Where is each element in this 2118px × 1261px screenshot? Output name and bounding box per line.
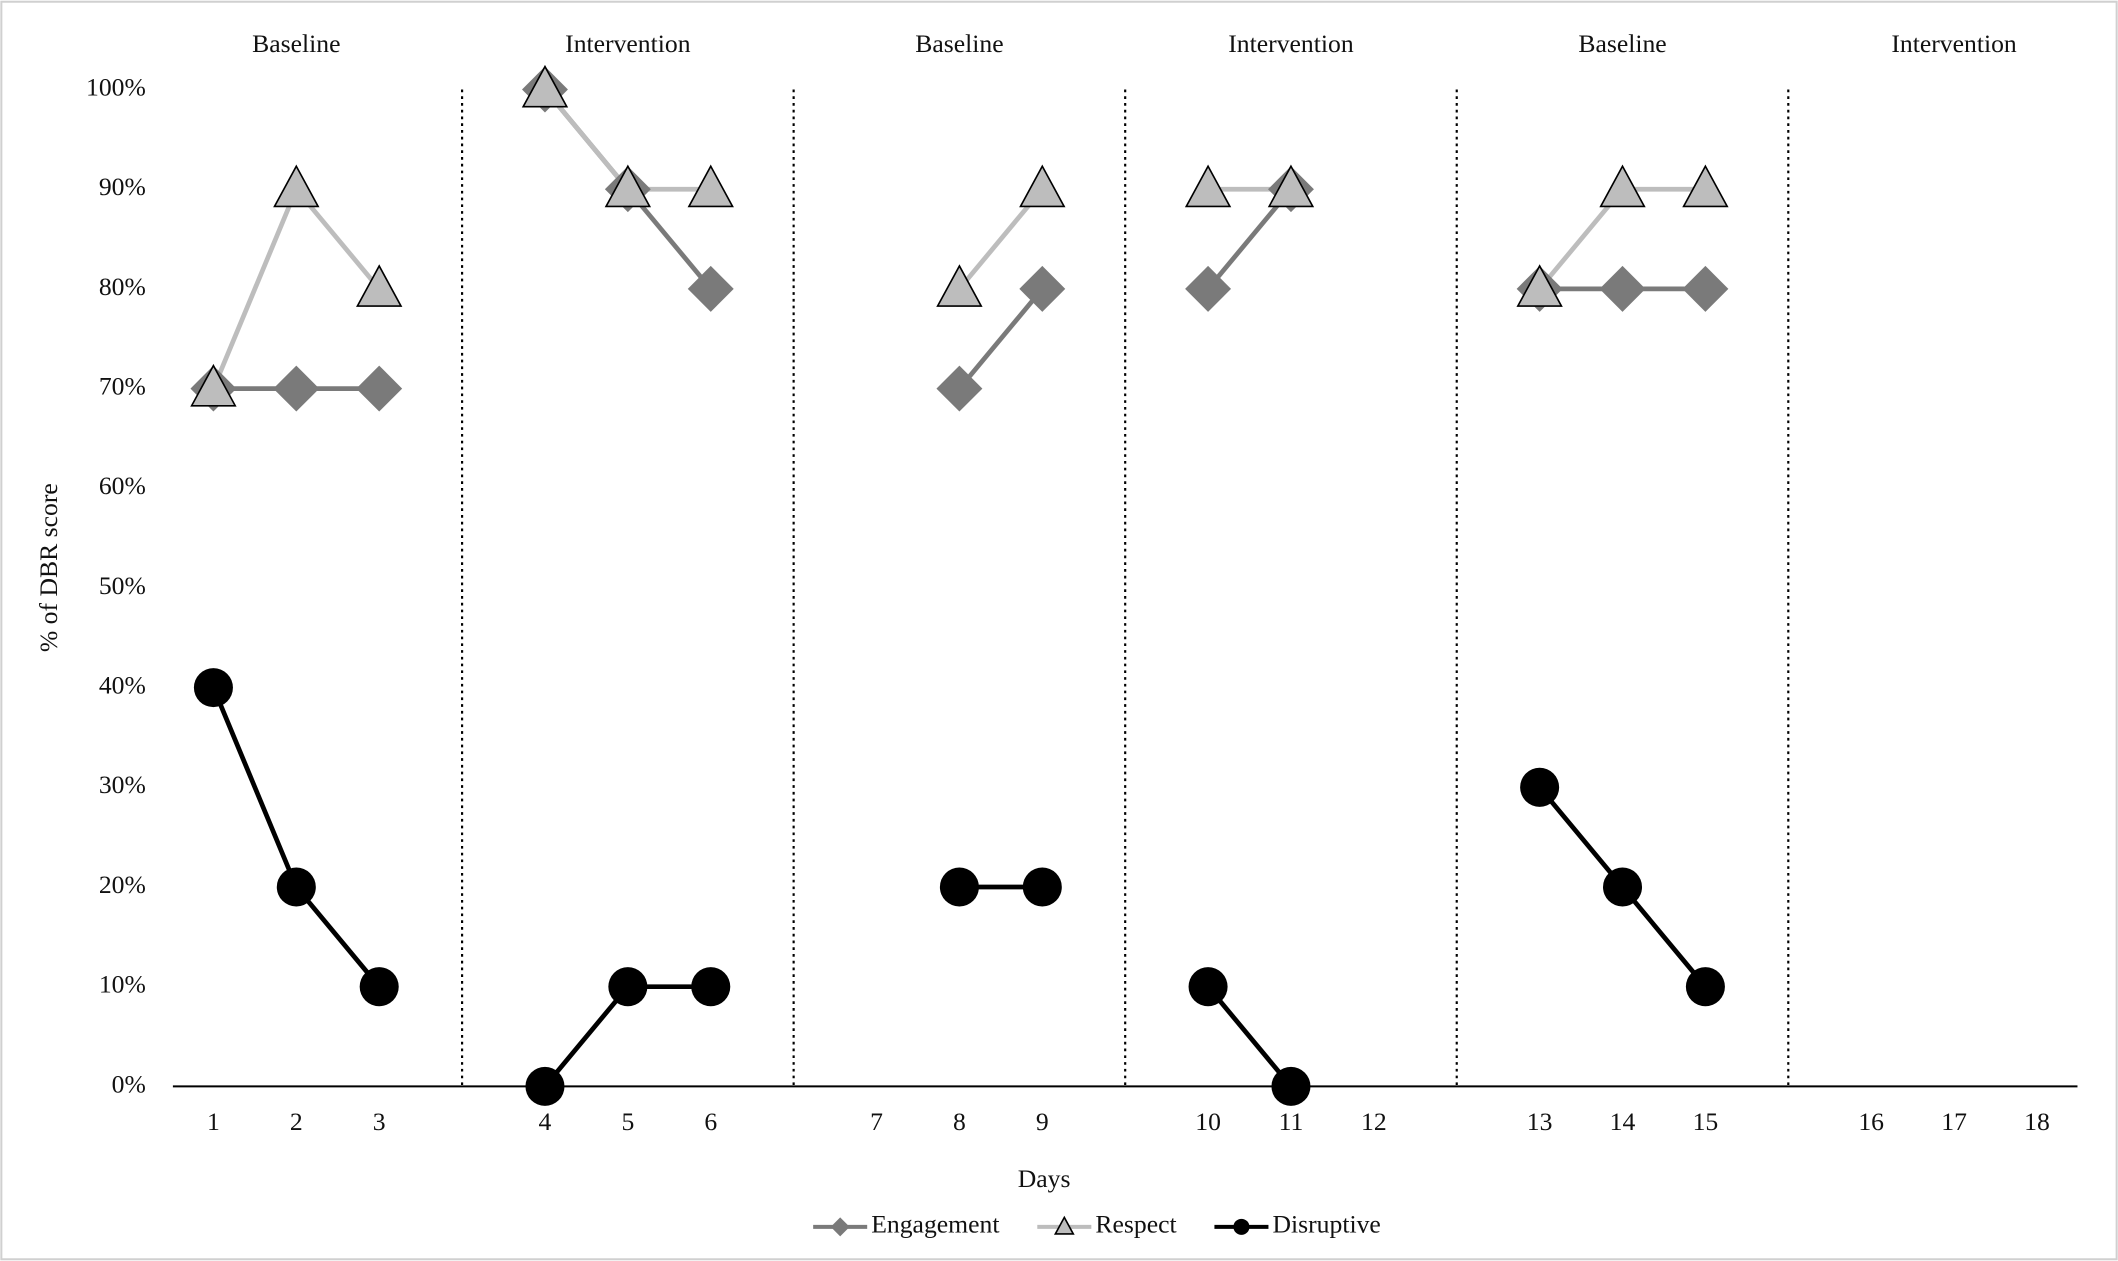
marker bbox=[1022, 867, 1062, 907]
y-tick-label: 20% bbox=[99, 870, 146, 899]
marker bbox=[190, 363, 237, 407]
marker bbox=[1185, 265, 1232, 312]
y-tick-label: 60% bbox=[99, 471, 146, 500]
phase-label: Baseline bbox=[252, 29, 340, 58]
y-tick-label: 90% bbox=[99, 172, 146, 201]
marker bbox=[939, 867, 979, 907]
marker bbox=[273, 365, 320, 412]
marker bbox=[1019, 265, 1066, 312]
marker bbox=[1271, 1066, 1311, 1106]
marker bbox=[687, 164, 734, 208]
y-tick-label: 50% bbox=[99, 571, 146, 600]
marker bbox=[193, 668, 233, 708]
y-tick-label: 40% bbox=[99, 671, 146, 700]
x-tick-label: 9 bbox=[1036, 1107, 1049, 1136]
legend-marker bbox=[830, 1217, 850, 1237]
x-tick-label: 16 bbox=[1858, 1107, 1884, 1136]
marker bbox=[936, 264, 983, 307]
marker bbox=[1685, 967, 1725, 1007]
marker bbox=[521, 64, 569, 108]
y-tick-label: 70% bbox=[99, 371, 146, 400]
x-tick-label: 4 bbox=[539, 1107, 552, 1136]
marker bbox=[1188, 967, 1228, 1007]
y-tick-label: 10% bbox=[99, 970, 146, 999]
x-tick-label: 18 bbox=[2024, 1107, 2050, 1136]
x-tick-label: 2 bbox=[290, 1107, 303, 1136]
marker bbox=[1599, 164, 1646, 208]
series-line bbox=[1206, 985, 1293, 1088]
series-line bbox=[957, 287, 1045, 391]
x-tick-label: 8 bbox=[953, 1107, 966, 1136]
phase-label: Intervention bbox=[1228, 29, 1354, 58]
x-tick-label: 1 bbox=[207, 1107, 220, 1136]
legend-label: Respect bbox=[1095, 1210, 1176, 1239]
marker bbox=[604, 164, 652, 208]
marker bbox=[525, 1066, 565, 1106]
marker bbox=[273, 164, 320, 208]
marker bbox=[691, 967, 731, 1007]
marker bbox=[1184, 164, 1232, 208]
marker bbox=[1019, 164, 1066, 208]
phase-label: Baseline bbox=[1578, 29, 1666, 58]
marker bbox=[687, 265, 734, 312]
legend-label: Engagement bbox=[871, 1210, 999, 1239]
phase-label: Baseline bbox=[915, 29, 1003, 58]
phase-label: Intervention bbox=[1891, 29, 2017, 58]
marker bbox=[1516, 264, 1563, 307]
marker bbox=[1602, 867, 1643, 907]
y-axis-label: % of DBR score bbox=[34, 483, 63, 652]
marker bbox=[1682, 164, 1729, 208]
marker bbox=[1599, 265, 1646, 312]
x-tick-label: 13 bbox=[1527, 1107, 1553, 1136]
x-tick-label: 12 bbox=[1361, 1107, 1387, 1136]
x-axis-label: Days bbox=[1018, 1164, 1071, 1193]
x-tick-label: 17 bbox=[1941, 1107, 1967, 1136]
marker bbox=[1520, 767, 1560, 807]
marker bbox=[1682, 265, 1729, 312]
y-tick-label: 100% bbox=[86, 72, 146, 101]
x-tick-label: 6 bbox=[704, 1107, 717, 1136]
marker bbox=[1267, 164, 1315, 208]
x-tick-label: 11 bbox=[1279, 1107, 1304, 1136]
legend-marker bbox=[1053, 1215, 1075, 1235]
marker bbox=[276, 867, 316, 907]
y-tick-label: 30% bbox=[99, 770, 146, 799]
x-tick-label: 5 bbox=[621, 1107, 634, 1136]
marker bbox=[356, 365, 403, 412]
phase-label: Intervention bbox=[565, 29, 691, 58]
marker bbox=[356, 264, 403, 307]
marker bbox=[608, 967, 648, 1007]
x-tick-label: 10 bbox=[1195, 1107, 1221, 1136]
x-tick-label: 3 bbox=[373, 1107, 386, 1136]
y-tick-label: 80% bbox=[99, 272, 146, 301]
legend-label: Disruptive bbox=[1273, 1210, 1381, 1239]
y-tick-label: 0% bbox=[112, 1069, 146, 1098]
marker bbox=[936, 365, 983, 412]
x-tick-label: 7 bbox=[870, 1107, 883, 1136]
x-tick-label: 14 bbox=[1610, 1107, 1636, 1136]
legend-marker bbox=[1233, 1218, 1250, 1235]
marker bbox=[359, 967, 399, 1007]
x-tick-label: 15 bbox=[1693, 1107, 1719, 1136]
